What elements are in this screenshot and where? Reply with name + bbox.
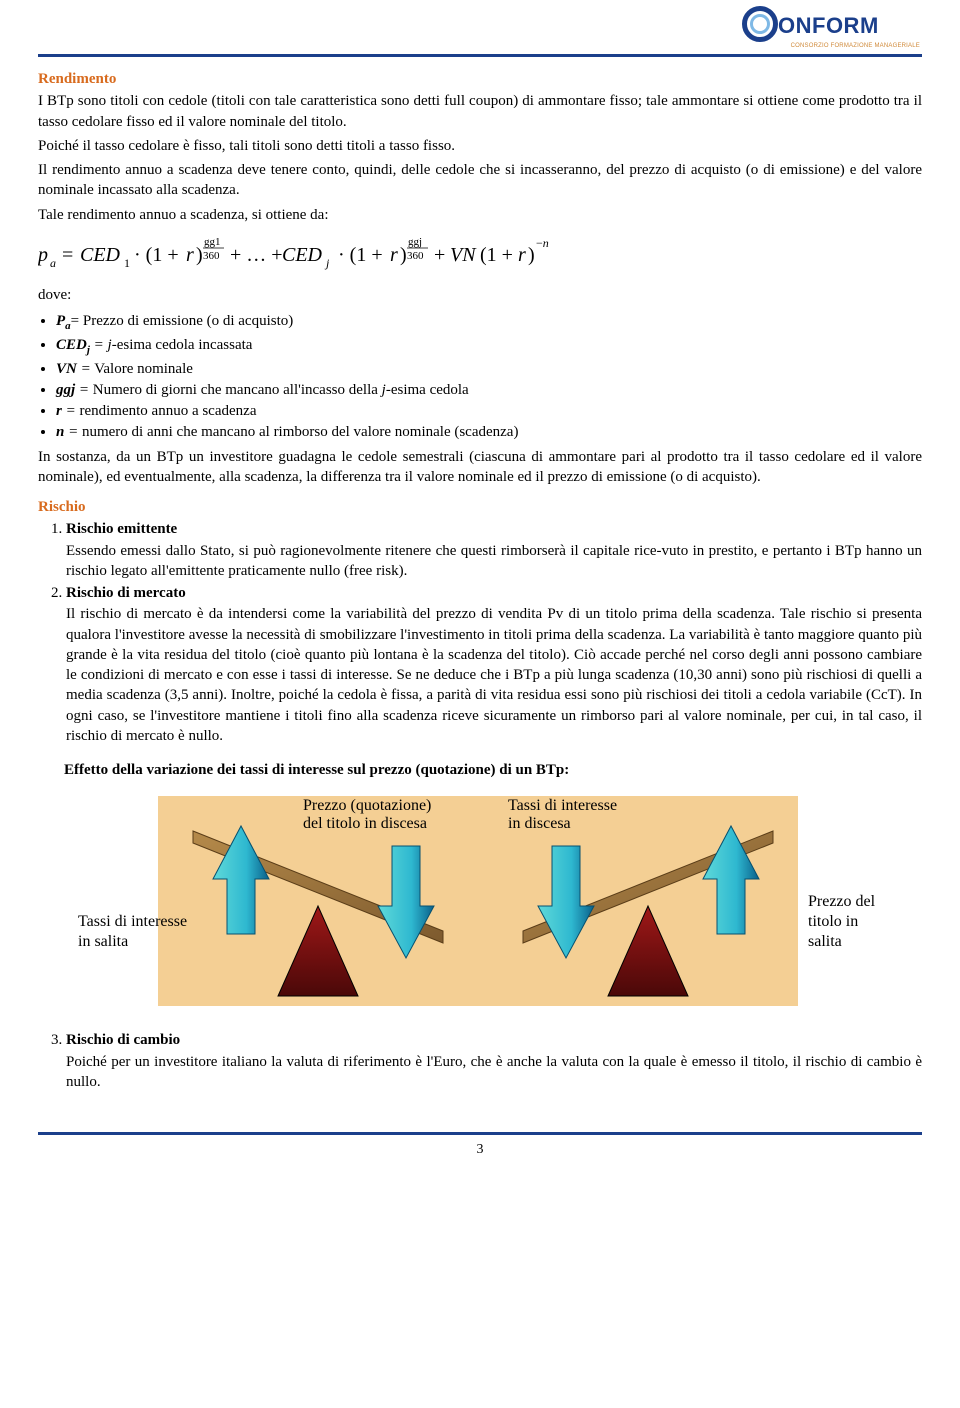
- svg-text:): ): [196, 244, 203, 266]
- diagram-label-lb: Tassi di interesse: [78, 913, 187, 930]
- page-footer: 3: [38, 1132, 922, 1160]
- svg-text:360: 360: [407, 250, 424, 262]
- dove-item: n = numero di anni che mancano al rimbor…: [56, 422, 922, 442]
- page-number: 3: [477, 1142, 484, 1157]
- rischio-1-title: Rischio emittente: [66, 521, 177, 537]
- dove-item: VN = Valore nominale: [56, 359, 922, 379]
- svg-text:del titolo in discesa: del titolo in discesa: [303, 815, 427, 832]
- svg-text:r: r: [518, 244, 526, 266]
- svg-text:r: r: [186, 244, 194, 266]
- svg-text:titolo in: titolo in: [808, 913, 858, 930]
- rischio-1-body: Essendo emessi dallo Stato, si può ragio…: [66, 541, 922, 582]
- rendimento-p3: Il rendimento annuo a scadenza deve tene…: [38, 160, 922, 201]
- svg-text:360: 360: [203, 250, 220, 262]
- dove-item: CEDj = j-esima cedola incassata: [56, 335, 922, 358]
- svg-text:· (1 +: · (1 +: [338, 244, 383, 266]
- svg-text:a: a: [50, 256, 56, 270]
- rischio-2-title: Rischio di mercato: [66, 585, 186, 601]
- svg-text:(1 +: (1 +: [480, 244, 513, 266]
- section-rendimento-title: Rendimento: [38, 69, 922, 89]
- svg-text:): ): [528, 244, 535, 266]
- svg-text:=: =: [62, 244, 73, 266]
- svg-text:in discesa: in discesa: [508, 815, 571, 832]
- section-rischio-title: Rischio: [38, 497, 922, 517]
- svg-text:): ): [400, 244, 407, 266]
- svg-text:1: 1: [124, 256, 130, 270]
- rischio-item-3: Rischio di cambio Poiché per un investit…: [66, 1030, 922, 1092]
- svg-text:+: +: [434, 244, 445, 266]
- rendimento-p4: Tale rendimento annuo a scadenza, si ott…: [38, 205, 922, 225]
- rendimento-formula: p a = CED 1 · (1 + r ) gg1 360 + … + CED…: [38, 233, 922, 275]
- rischio-3-title: Rischio di cambio: [66, 1032, 180, 1048]
- seesaw-diagram: Tassi di interesse in salita Prezzo (quo…: [78, 786, 898, 1026]
- dove-list: Pa= Prezzo di emissione (o di acquisto) …: [56, 311, 922, 443]
- rischio-item-2: Rischio di mercato Il rischio di mercato…: [66, 583, 922, 746]
- logo: ONFORM CONSORZIO FORMAZIONE MANAGERIALE: [742, 6, 922, 48]
- svg-text:r: r: [390, 244, 398, 266]
- svg-text:salita: salita: [808, 933, 842, 950]
- svg-text:+ … +: + … +: [230, 244, 283, 266]
- svg-text:−n: −n: [536, 236, 549, 250]
- svg-text:VN: VN: [450, 244, 477, 266]
- svg-text:gg1: gg1: [204, 236, 221, 248]
- rischio-2-body: Il rischio di mercato è da intendersi co…: [66, 604, 922, 746]
- rischio-3-body: Poiché per un investitore italiano la va…: [66, 1052, 922, 1093]
- rendimento-p2: Poiché il tasso cedolare è fisso, tali t…: [38, 136, 922, 156]
- svg-text:CED: CED: [282, 244, 323, 266]
- rischio-item-1: Rischio emittente Essendo emessi dallo S…: [66, 519, 922, 581]
- diagram-label-lt: Prezzo (quotazione): [303, 797, 431, 814]
- diagram-label-rt: Tassi di interesse: [508, 797, 617, 814]
- rischio-list-cont: Rischio di cambio Poiché per un investit…: [66, 1030, 922, 1092]
- svg-text:j: j: [324, 256, 330, 270]
- dove-item: r = rendimento annuo a scadenza: [56, 401, 922, 421]
- rischio-list: Rischio emittente Essendo emessi dallo S…: [66, 519, 922, 746]
- rendimento-p1: I BTp sono titoli con cedole (titoli con…: [38, 91, 922, 132]
- dove-label: dove:: [38, 285, 922, 305]
- svg-text:· (1 +: · (1 +: [134, 244, 179, 266]
- diagram-label-rb: Prezzo del: [808, 893, 876, 910]
- logo-text: ONFORM: [778, 13, 879, 38]
- svg-text:ggj: ggj: [408, 236, 422, 248]
- svg-text:CED: CED: [80, 244, 121, 266]
- dove-item: ggj = Numero di giorni che mancano all'i…: [56, 380, 922, 400]
- page-header: ONFORM CONSORZIO FORMAZIONE MANAGERIALE: [38, 0, 922, 57]
- rendimento-p5: In sostanza, da un BTp un investitore gu…: [38, 447, 922, 488]
- svg-text:p: p: [38, 244, 48, 266]
- dove-item: Pa= Prezzo di emissione (o di acquisto): [56, 311, 922, 334]
- svg-text:in salita: in salita: [78, 933, 128, 950]
- logo-subtitle: CONSORZIO FORMAZIONE MANAGERIALE: [791, 42, 920, 50]
- logo-o-icon: [742, 6, 778, 42]
- diagram-title: Effetto della variazione dei tassi di in…: [64, 760, 922, 780]
